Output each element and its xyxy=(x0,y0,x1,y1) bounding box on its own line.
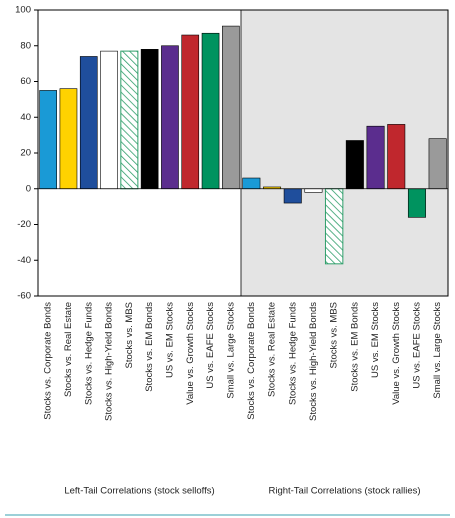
x-tick-label: US vs. EAFE Stocks xyxy=(411,302,422,389)
bar xyxy=(181,34,200,190)
x-tick-label: Stocks vs. High-Yield Bonds xyxy=(104,302,115,421)
bar xyxy=(283,188,302,204)
x-tick-label: Stocks vs. MBS xyxy=(329,302,340,369)
bar xyxy=(407,188,426,218)
x-tick-label: Stocks vs. EM Bonds xyxy=(349,302,360,392)
y-tick-label: -20 xyxy=(17,219,31,230)
y-tick-label: 60 xyxy=(20,76,31,87)
x-tick-label: Stocks vs. Hedge Funds xyxy=(83,302,94,405)
y-tick-label: 80 xyxy=(20,40,31,51)
bar xyxy=(387,124,406,190)
x-tick-label: Stocks vs. Corporate Bonds xyxy=(246,302,257,420)
x-tick-label: Stocks vs. Hedge Funds xyxy=(287,302,298,405)
x-tick-label: Stocks vs. Corporate Bonds xyxy=(43,302,54,420)
x-tick-label: Value vs. Growth Stocks xyxy=(391,302,402,405)
bar xyxy=(100,50,118,190)
panel-title: Left-Tail Correlations (stock selloffs) xyxy=(64,486,214,497)
bar xyxy=(366,125,385,190)
bar xyxy=(120,50,139,190)
x-tick-label: Stocks vs. EM Bonds xyxy=(144,302,155,392)
bar xyxy=(140,49,159,190)
x-tick-label: Stocks vs. High-Yield Bonds xyxy=(308,302,319,421)
x-tick-label: Value vs. Growth Stocks xyxy=(185,302,196,405)
x-tick-label: Small vs. Large Stocks xyxy=(432,302,443,399)
x-tick-label: Small vs. Large Stocks xyxy=(225,302,236,399)
y-tick-label: 100 xyxy=(15,5,31,16)
bar xyxy=(39,90,57,190)
bar xyxy=(304,188,323,193)
bar xyxy=(201,32,220,190)
bar xyxy=(222,25,240,190)
bar xyxy=(161,45,179,190)
bar xyxy=(59,88,78,190)
panel-title: Right-Tail Correlations (stock rallies) xyxy=(268,486,420,497)
bar xyxy=(428,138,447,190)
x-tick-label: US vs. EM Stocks xyxy=(164,302,175,378)
x-tick-label: Stocks vs. MBS xyxy=(124,302,135,369)
plot-frame xyxy=(37,9,449,297)
y-tick-label: 0 xyxy=(26,183,31,194)
bar xyxy=(324,188,344,265)
x-tick-label: US vs. EAFE Stocks xyxy=(205,302,216,389)
x-tick-label: US vs. EM Stocks xyxy=(370,302,381,378)
y-tick-label: 40 xyxy=(20,112,31,123)
x-tick-label: Stocks vs. Real Estate xyxy=(267,302,278,397)
x-tick-label: Stocks vs. Real Estate xyxy=(63,302,74,397)
y-tick-label: -60 xyxy=(17,291,31,302)
y-tick-label: -40 xyxy=(17,255,31,266)
y-tick-label: 20 xyxy=(20,148,31,159)
bar xyxy=(345,140,364,190)
panel-background xyxy=(241,10,448,296)
bar xyxy=(242,177,261,190)
bar xyxy=(79,56,98,190)
